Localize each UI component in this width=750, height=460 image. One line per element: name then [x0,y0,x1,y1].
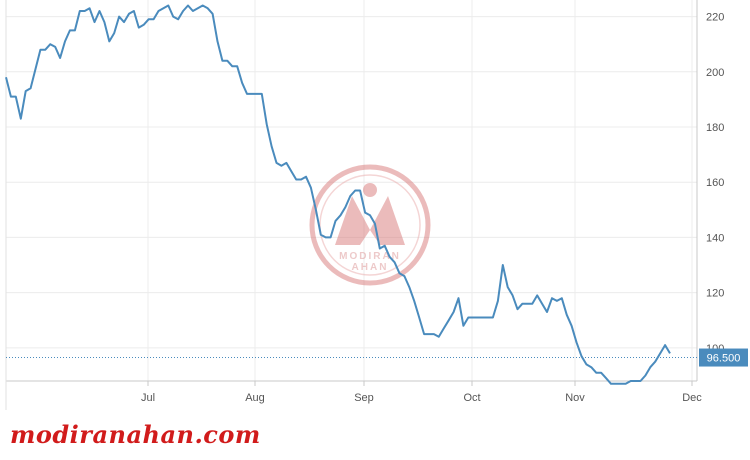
y-tick-label: 180 [706,122,724,134]
x-tick-label: Nov [565,392,585,404]
watermark-head [363,183,377,197]
y-tick-label: 140 [706,232,724,244]
watermark-figure-left [335,196,370,245]
watermark-ring [309,164,431,286]
current-value-badge-bg [699,348,748,367]
watermark-inner-ring [319,174,421,276]
y-tick-label: 160 [706,177,724,189]
chart-axes [5,0,698,410]
y-tick-labels: 100120140160180200220 [706,12,724,355]
watermark-text-line1: MODIRAN [339,251,401,262]
watermark-figure-right [370,196,405,245]
y-tick-label: 200 [706,67,724,79]
x-tick-label: Jul [141,392,155,404]
watermark-text-line2: AHAN [352,262,389,273]
x-tick-label: Dec [682,392,702,404]
series-line [5,4,671,385]
y-tick-label: 120 [706,288,724,300]
x-tick-labels: Jul Aug Sep Oct Nov Dec [141,392,702,404]
current-value-badge: 96.500 [699,348,748,367]
chart-gridlines [6,0,697,386]
brand-watermark-text: modiranahan.com [10,420,261,449]
x-tick-label: Sep [354,392,374,404]
current-value-label: 96.500 [707,353,741,365]
x-tick-label: Aug [245,392,265,404]
x-tick-label: Oct [463,392,480,404]
watermark-logo: MODIRAN AHAN [309,164,431,286]
series-layer [5,4,671,385]
y-tick-label: 220 [706,12,724,24]
